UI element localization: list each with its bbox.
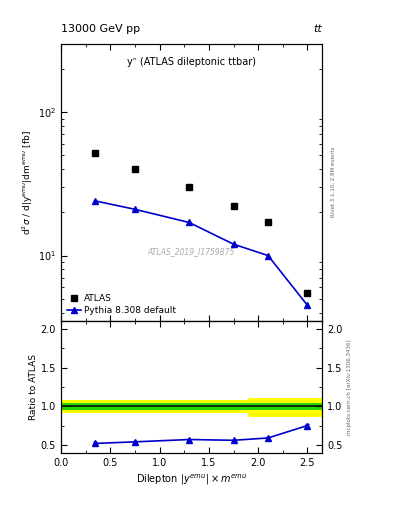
Pythia 8.308 default bbox=[132, 206, 137, 212]
ATLAS bbox=[305, 290, 310, 296]
Y-axis label: Rivet 3.1.10, 2.8M events: Rivet 3.1.10, 2.8M events bbox=[331, 147, 336, 218]
ATLAS bbox=[93, 150, 98, 156]
ATLAS bbox=[132, 166, 137, 172]
Pythia 8.308 default bbox=[305, 302, 310, 308]
Text: yᵔ (ATLAS dileptonic ttbar): yᵔ (ATLAS dileptonic ttbar) bbox=[127, 57, 256, 68]
Pythia 8.308 default bbox=[266, 252, 270, 259]
Y-axis label: mcplots.cern.ch [arXiv:1306.3436]: mcplots.cern.ch [arXiv:1306.3436] bbox=[347, 339, 352, 435]
Y-axis label: d$^2\sigma$ / d|y$^{emu}$|dm$^{emu}$ [fb]: d$^2\sigma$ / d|y$^{emu}$|dm$^{emu}$ [fb… bbox=[21, 130, 35, 234]
Legend: ATLAS, Pythia 8.308 default: ATLAS, Pythia 8.308 default bbox=[65, 292, 178, 316]
ATLAS bbox=[231, 203, 236, 209]
Text: ATLAS_2019_I1759875: ATLAS_2019_I1759875 bbox=[148, 247, 235, 256]
Pythia 8.308 default bbox=[93, 198, 98, 204]
Pythia 8.308 default bbox=[231, 241, 236, 247]
ATLAS bbox=[187, 184, 191, 190]
Y-axis label: Ratio to ATLAS: Ratio to ATLAS bbox=[29, 354, 38, 420]
Pythia 8.308 default bbox=[187, 220, 191, 226]
X-axis label: Dilepton $|y^{emu}|\times m^{emu}$: Dilepton $|y^{emu}|\times m^{emu}$ bbox=[136, 472, 247, 486]
Line: Pythia 8.308 default: Pythia 8.308 default bbox=[92, 198, 310, 308]
Line: ATLAS: ATLAS bbox=[92, 150, 311, 296]
Text: 13000 GeV pp: 13000 GeV pp bbox=[61, 24, 140, 34]
Text: tt: tt bbox=[314, 24, 322, 34]
ATLAS bbox=[266, 220, 270, 226]
